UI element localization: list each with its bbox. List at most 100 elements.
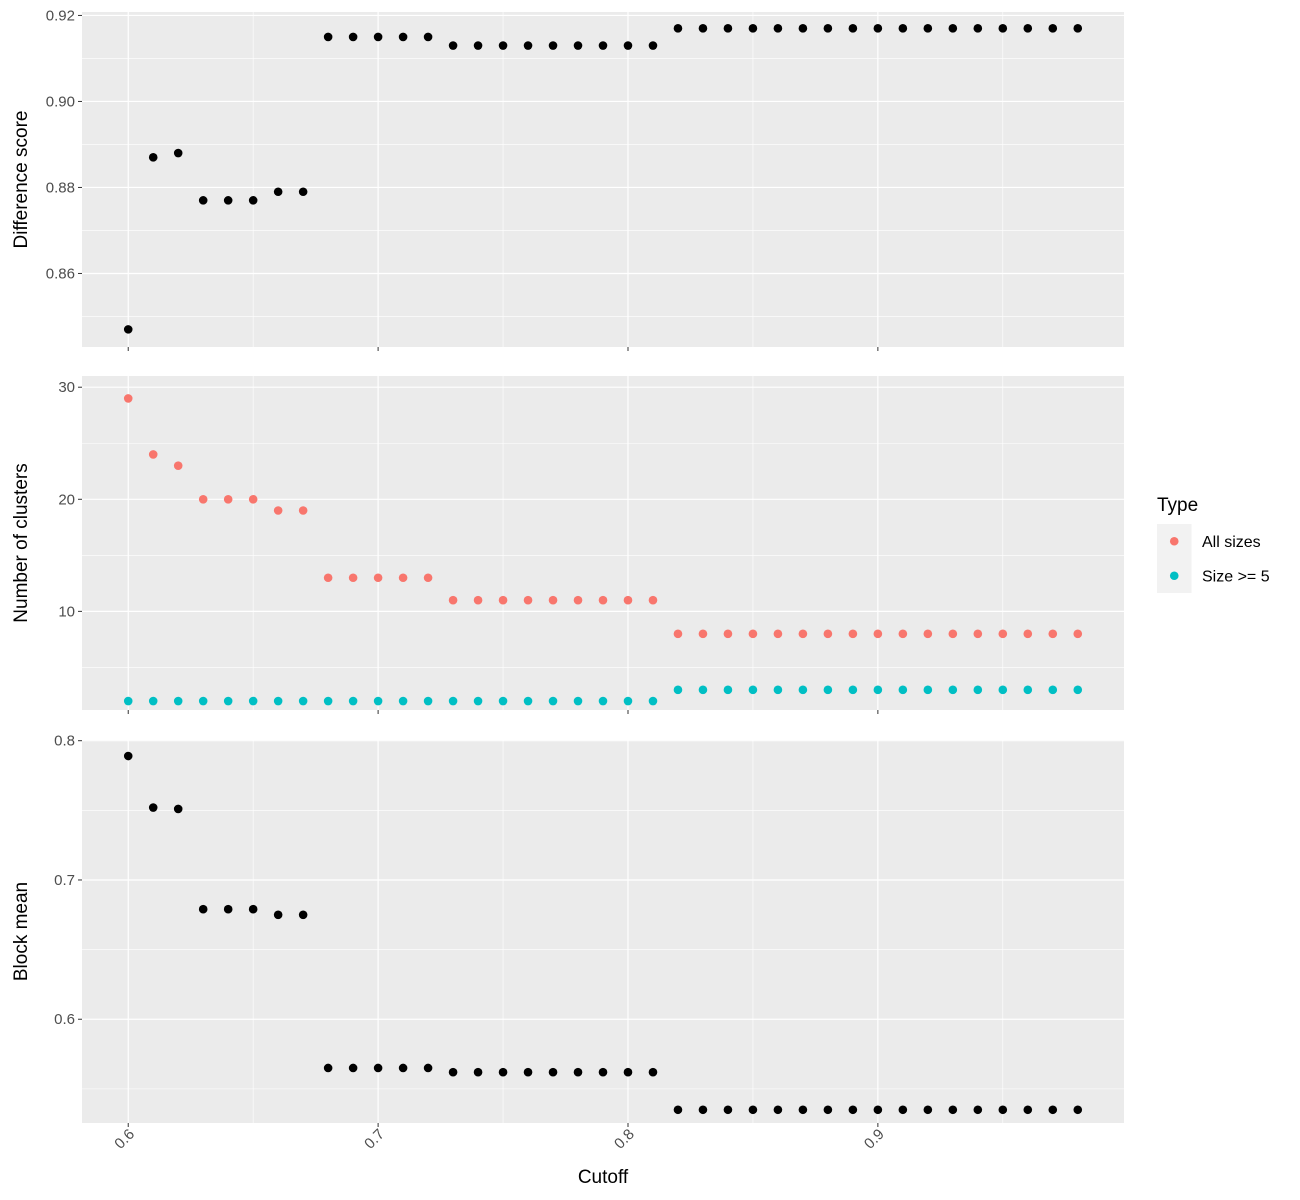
data-point xyxy=(723,24,733,33)
data-point xyxy=(548,1067,558,1077)
data-point xyxy=(723,1105,733,1115)
data-point xyxy=(198,904,208,914)
data-point xyxy=(323,573,333,583)
data-point xyxy=(248,494,258,504)
data-point xyxy=(1048,24,1058,33)
data-point xyxy=(273,506,283,515)
series-difference-score xyxy=(123,24,1083,334)
data-point xyxy=(1073,685,1083,695)
data-point xyxy=(198,494,208,504)
data-point xyxy=(698,685,708,695)
legend-title: Type xyxy=(1157,495,1198,516)
data-point xyxy=(923,1105,933,1115)
data-point xyxy=(648,595,658,605)
data-point xyxy=(123,325,133,334)
data-point xyxy=(673,629,683,639)
data-point xyxy=(398,32,408,42)
y-axis-title: Block mean xyxy=(11,882,32,981)
data-point xyxy=(123,394,133,403)
y-tick-label: 0.86 xyxy=(46,265,75,282)
data-point xyxy=(923,685,933,695)
panel-background xyxy=(82,376,1124,710)
data-point xyxy=(848,685,858,695)
data-point xyxy=(1048,629,1058,639)
legend-marker-size-5 xyxy=(1169,571,1179,581)
panel-difference-score: 0.86 0.88 0.90 0.92 Difference score xyxy=(11,7,1124,351)
data-point xyxy=(1048,685,1058,695)
data-point xyxy=(398,696,408,706)
data-point xyxy=(623,595,633,605)
data-point xyxy=(1073,629,1083,639)
data-point xyxy=(498,696,508,706)
data-point xyxy=(748,1105,758,1115)
data-point xyxy=(698,24,708,33)
y-tick-label: 10 xyxy=(58,603,75,620)
data-point xyxy=(948,685,958,695)
panel-background xyxy=(82,740,1124,1123)
data-point xyxy=(148,450,158,459)
data-point xyxy=(173,461,183,470)
data-point xyxy=(898,685,908,695)
data-point xyxy=(698,629,708,639)
y-axis-title: Number of clusters xyxy=(11,463,32,622)
data-point xyxy=(123,751,133,761)
data-point xyxy=(698,1105,708,1115)
data-point xyxy=(123,696,133,706)
data-point xyxy=(498,595,508,605)
data-point xyxy=(923,629,933,639)
data-point xyxy=(198,696,208,706)
data-point xyxy=(748,629,758,639)
data-point xyxy=(548,595,558,605)
data-point xyxy=(798,24,808,33)
data-point xyxy=(448,41,458,50)
data-point xyxy=(973,1105,983,1115)
data-point xyxy=(523,1067,533,1077)
y-tick-label: 0.88 xyxy=(46,179,75,196)
data-point xyxy=(223,494,233,504)
data-point xyxy=(848,629,858,639)
data-point xyxy=(223,196,233,205)
data-point xyxy=(573,595,583,605)
data-point xyxy=(873,1105,883,1115)
data-point xyxy=(373,1063,383,1073)
x-tick-label: 0.8 xyxy=(611,1126,638,1153)
y-tick-label: 30 xyxy=(58,379,75,396)
data-point xyxy=(948,1105,958,1115)
panel-number-of-clusters: 10 20 30 Number of clusters xyxy=(11,376,1124,714)
data-point xyxy=(898,24,908,33)
data-point xyxy=(423,32,433,42)
data-point xyxy=(223,904,233,914)
data-point xyxy=(823,685,833,695)
data-point xyxy=(473,595,483,605)
data-point xyxy=(573,696,583,706)
data-point xyxy=(148,153,158,162)
data-point xyxy=(598,41,608,50)
data-point xyxy=(373,696,383,706)
data-point xyxy=(998,629,1008,639)
data-point xyxy=(448,595,458,605)
data-point xyxy=(648,41,658,50)
y-tick-label: 20 xyxy=(58,491,75,508)
data-point xyxy=(598,696,608,706)
data-point xyxy=(348,573,358,583)
data-point xyxy=(773,629,783,639)
data-point xyxy=(223,696,233,706)
data-point xyxy=(273,187,283,197)
data-point xyxy=(348,1063,358,1073)
data-point xyxy=(673,1105,683,1115)
data-point xyxy=(423,696,433,706)
data-point xyxy=(498,41,508,50)
data-point xyxy=(273,696,283,706)
data-point xyxy=(723,629,733,639)
data-point xyxy=(673,24,683,33)
data-point xyxy=(573,1067,583,1077)
data-point xyxy=(298,696,308,706)
panel-background xyxy=(82,12,1124,347)
data-point xyxy=(148,803,158,812)
data-point xyxy=(898,1105,908,1115)
data-point xyxy=(648,1067,658,1077)
data-point xyxy=(173,148,183,158)
data-point xyxy=(398,573,408,583)
data-point xyxy=(623,1067,633,1077)
data-point xyxy=(873,685,883,695)
